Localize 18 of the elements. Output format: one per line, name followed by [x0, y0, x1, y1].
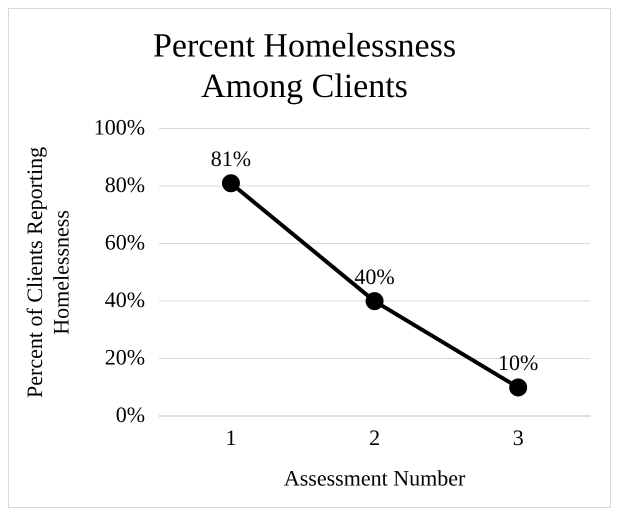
- y-axis-title: Percent of Clients Reporting Homelessness: [22, 146, 74, 398]
- x-tick-label: 3: [512, 425, 524, 450]
- y-tick-label: 60%: [104, 229, 146, 254]
- point: [222, 174, 240, 192]
- y-tick-label: 0%: [116, 402, 146, 427]
- data-label: 10%: [498, 350, 538, 376]
- x-axis-title: Assessment Number: [284, 466, 466, 491]
- point: [509, 378, 528, 396]
- x-tick-label: 1: [225, 425, 236, 450]
- y-tick-label: 20%: [104, 344, 146, 370]
- x-tick-label: 2: [369, 425, 380, 450]
- chart-title: Percent Homelessness Among Clients: [152, 27, 456, 106]
- y-tick-label: 80%: [104, 172, 146, 197]
- y-tick-label: 40%: [104, 286, 146, 312]
- data-label: 40%: [354, 264, 395, 289]
- y-tick-label: 100%: [94, 114, 146, 140]
- point: [366, 292, 384, 310]
- data-label: 81%: [210, 146, 252, 172]
